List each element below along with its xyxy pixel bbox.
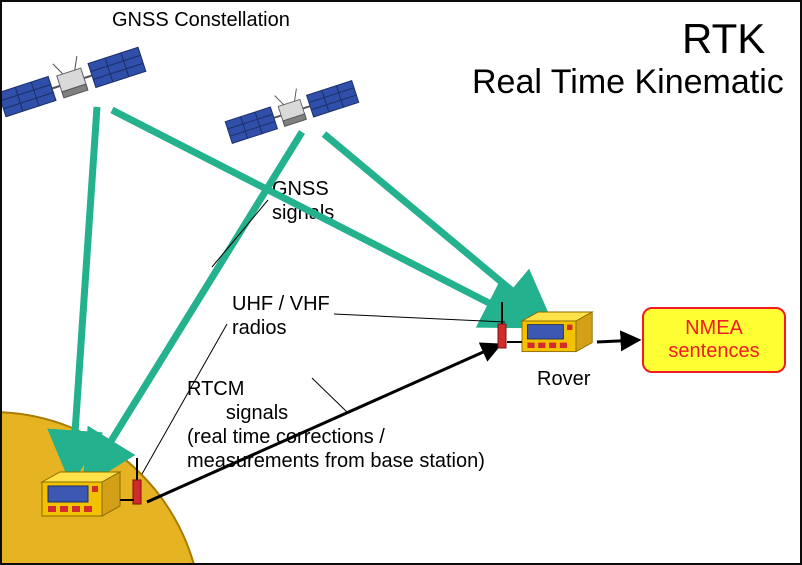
label-rtcm: RTCM signals (real time corrections / me… <box>187 377 485 473</box>
title-main: RTK <box>682 14 765 64</box>
nmea-box: NMEA sentences <box>642 307 786 373</box>
label-base-station: Base Station <box>8 538 121 562</box>
base-station-icon <box>42 472 120 516</box>
rover-icon <box>522 312 592 352</box>
rover-antenna-icon <box>498 302 506 348</box>
label-gnss-signals: GNSS signals <box>272 177 334 225</box>
satellite-icon <box>222 72 358 144</box>
nmea-arrow <box>597 340 638 342</box>
gnss-arrow <box>324 134 547 320</box>
label-constellation: GNSS Constellation <box>112 8 290 32</box>
diagram-stage: RTK Real Time Kinematic GNSS Constellati… <box>0 0 802 565</box>
label-uhf-vhf: UHF / VHF radios <box>232 292 330 340</box>
satellite-icon <box>2 37 146 116</box>
base-antenna-icon <box>133 458 141 504</box>
gnss-label-line <box>212 200 268 267</box>
gnss-arrow <box>72 107 97 477</box>
label-rover: Rover <box>537 367 590 391</box>
title-sub: Real Time Kinematic <box>472 62 784 103</box>
